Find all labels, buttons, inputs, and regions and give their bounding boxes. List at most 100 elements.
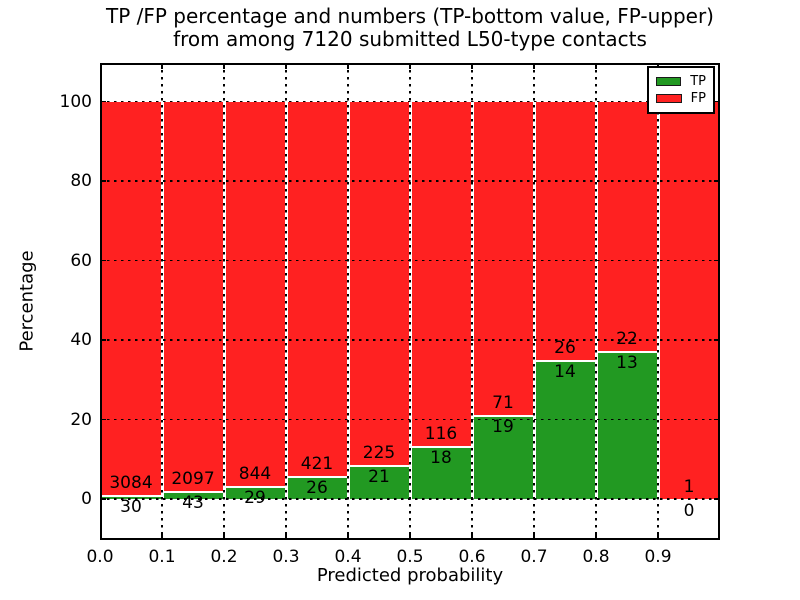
x-tick-mark <box>657 534 659 540</box>
tp-count-label: 18 <box>430 447 452 468</box>
chart-title-line2: from among 7120 submitted L50-type conta… <box>173 27 647 51</box>
vertical-gridline <box>347 63 349 540</box>
fp-count-label: 2097 <box>171 469 215 490</box>
fp-bar-segment <box>100 101 162 496</box>
fp-bar-segment <box>162 101 224 491</box>
x-tick-mark <box>285 534 287 540</box>
fp-color-swatch <box>656 94 682 104</box>
y-tick-label: 60 <box>70 250 92 271</box>
x-tick-mark <box>223 63 225 69</box>
fp-bar-segment <box>410 101 472 446</box>
tp-count-label: 21 <box>368 466 390 487</box>
x-tick-mark <box>223 534 225 540</box>
vertical-gridline <box>471 63 473 540</box>
x-tick-mark <box>285 63 287 69</box>
fp-count-label: 1 <box>683 477 695 498</box>
fp-bar-segment <box>224 101 286 486</box>
y-tick-mark <box>714 100 720 103</box>
y-tick-mark <box>714 180 720 182</box>
tp-bar-segment <box>162 491 224 499</box>
fp-count-label: 225 <box>362 443 396 464</box>
fp-count-label: 421 <box>300 453 334 474</box>
plot-area: TP FP 3084 30 2097 43 844 29 421 26 225 21 116 18 71… <box>100 63 720 540</box>
x-tick-label: 0.0 <box>86 547 114 567</box>
tp-color-swatch <box>656 76 682 86</box>
tp-count-label: 14 <box>554 361 576 382</box>
tp-count-label: 29 <box>244 487 266 508</box>
x-tick-mark <box>100 534 102 540</box>
tp-bar-segment <box>224 485 286 499</box>
tp-bar-segment <box>100 495 162 499</box>
y-tick-mark <box>714 259 720 262</box>
tp-count-label: 0 <box>683 500 695 521</box>
x-tick-mark <box>533 534 535 540</box>
y-tick-mark <box>714 339 720 341</box>
y-tick-mark <box>100 498 106 500</box>
legend-label-tp: TP <box>690 73 706 89</box>
x-tick-label: 0.7 <box>520 547 548 567</box>
vertical-gridline <box>533 63 535 540</box>
vertical-gridline <box>409 63 411 540</box>
vertical-gridline <box>223 63 225 540</box>
fp-bar-segment <box>348 101 410 466</box>
vertical-gridline <box>595 63 597 540</box>
x-tick-mark <box>161 63 163 69</box>
y-tick-label: 0 <box>81 489 92 509</box>
y-tick-label: 100 <box>59 91 92 112</box>
y-tick-label: 40 <box>70 330 92 350</box>
tp-bar-segment <box>472 415 534 499</box>
y-tick-label: 80 <box>70 171 92 191</box>
tp-bar-segment <box>286 475 348 499</box>
x-tick-label: 0.8 <box>582 547 610 567</box>
chart-title: TP /FP percentage and numbers (TP-bottom… <box>20 5 800 51</box>
tp-count-label: 30 <box>120 497 142 518</box>
fp-bar-segment <box>286 101 348 476</box>
chart-title-line1: TP /FP percentage and numbers (TP-bottom… <box>106 4 714 28</box>
tp-bar-segment <box>348 465 410 499</box>
fp-count-label: 71 <box>492 393 514 414</box>
x-axis-label: Predicted probability <box>316 565 504 586</box>
vertical-gridline <box>285 63 287 540</box>
y-tick-mark <box>714 498 720 500</box>
x-tick-mark <box>161 534 163 540</box>
y-tick-mark <box>100 100 106 103</box>
x-tick-mark <box>471 534 473 540</box>
vertical-gridline <box>161 63 163 540</box>
x-tick-mark <box>100 63 102 69</box>
x-tick-label: 0.5 <box>396 547 424 567</box>
y-tick-mark <box>714 418 720 421</box>
x-tick-mark <box>471 63 473 69</box>
x-tick-label: 0.6 <box>458 547 486 567</box>
tp-bar-segment <box>534 359 596 499</box>
x-tick-mark <box>347 534 349 540</box>
x-tick-mark <box>533 63 535 69</box>
fp-bar-segment <box>534 101 596 360</box>
x-tick-label: 0.1 <box>148 547 176 567</box>
legend-label-fp: FP <box>690 91 706 107</box>
x-tick-mark <box>595 63 597 69</box>
fp-count-label: 26 <box>554 337 576 358</box>
tp-count-label: 13 <box>616 353 638 374</box>
x-tick-mark <box>595 534 597 540</box>
fp-count-label: 116 <box>424 423 458 444</box>
fp-count-label: 3084 <box>109 473 153 494</box>
x-tick-label: 0.2 <box>210 547 238 567</box>
tp-count-label: 26 <box>306 477 328 498</box>
fp-bar-segment <box>658 101 720 499</box>
x-tick-mark <box>409 63 411 69</box>
y-tick-mark <box>100 339 106 341</box>
x-tick-label: 0.9 <box>644 547 672 567</box>
vertical-gridline <box>657 63 659 540</box>
y-tick-mark <box>100 259 106 262</box>
y-tick-label: 20 <box>70 409 92 430</box>
tp-bar-segment <box>596 351 658 499</box>
y-tick-mark <box>100 418 106 421</box>
x-tick-label: 0.3 <box>272 547 300 567</box>
legend: TP FP <box>647 66 715 114</box>
x-tick-mark <box>347 63 349 69</box>
fp-bar-segment <box>472 101 534 416</box>
fp-count-label: 844 <box>238 463 272 484</box>
y-tick-mark <box>100 180 106 182</box>
x-tick-mark <box>409 534 411 540</box>
